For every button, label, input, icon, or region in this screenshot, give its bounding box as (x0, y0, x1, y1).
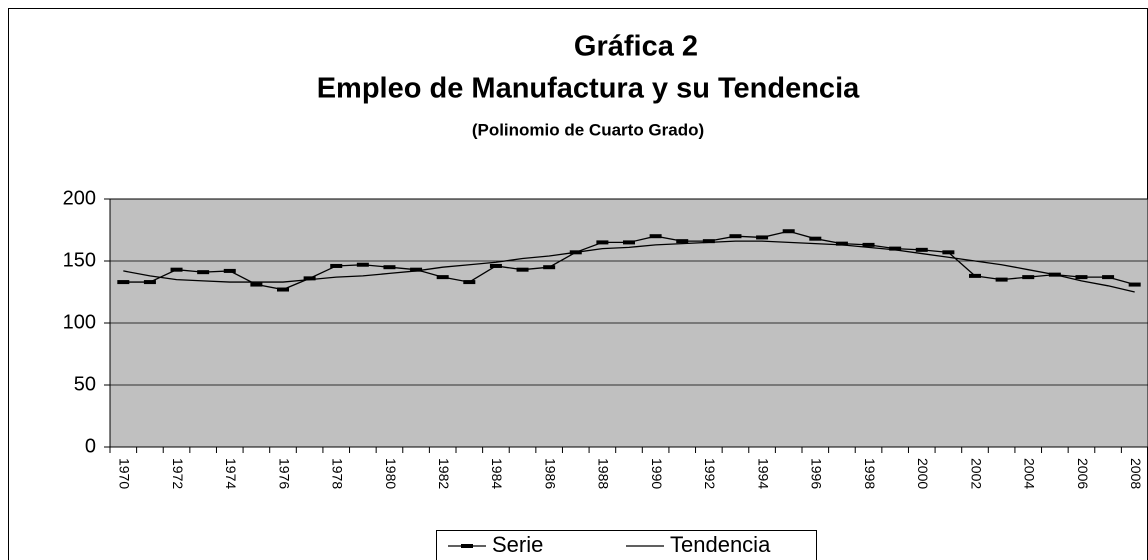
legend (436, 530, 817, 560)
x-tick-label: 1980 (383, 458, 399, 489)
x-tick-label: 1992 (702, 458, 718, 489)
y-tick-label: 0 (85, 435, 96, 457)
series-marker (596, 240, 609, 245)
series-marker (383, 265, 396, 270)
series-marker (1128, 282, 1141, 287)
series-marker (463, 280, 476, 285)
chart-title: Gráfica 2 (574, 31, 698, 63)
series-marker (330, 263, 343, 268)
series-marker (756, 235, 769, 240)
x-tick-label: 1982 (436, 458, 452, 489)
x-tick-label: 2008 (1128, 458, 1144, 489)
series-marker (835, 241, 848, 246)
legend-label: Serie (492, 532, 543, 557)
series-marker (649, 234, 662, 239)
series-marker (356, 262, 369, 267)
series-marker (676, 239, 689, 244)
x-tick-label: 1996 (809, 458, 825, 489)
series-marker (1102, 275, 1115, 280)
series-marker (250, 282, 263, 287)
series-marker (516, 267, 529, 272)
series-marker (809, 236, 822, 241)
x-tick-label: 1976 (276, 458, 292, 489)
x-tick-label: 1984 (489, 458, 505, 489)
series-marker (277, 287, 289, 292)
series-marker (782, 229, 795, 234)
x-tick-label: 1998 (862, 458, 878, 489)
series-marker (410, 267, 423, 272)
x-tick-label: 2002 (968, 458, 984, 489)
series-marker (969, 273, 981, 278)
x-tick-label: 2004 (1022, 458, 1038, 489)
series-marker (170, 267, 183, 272)
x-tick-label: 2000 (915, 458, 931, 489)
y-tick-label: 200 (63, 187, 96, 209)
series-marker (223, 268, 236, 273)
series-marker (436, 275, 449, 280)
series-marker (197, 270, 210, 275)
series-marker (489, 263, 502, 268)
series-marker (702, 239, 715, 244)
y-tick-label: 50 (74, 373, 96, 395)
x-tick-label: 2006 (1075, 458, 1091, 489)
legend-marker (461, 544, 473, 548)
series-marker (729, 234, 742, 239)
x-tick-label: 1978 (330, 458, 346, 489)
series-marker (117, 280, 130, 285)
series-marker (623, 240, 635, 245)
x-tick-label: 1970 (117, 458, 133, 489)
x-tick-label: 1974 (223, 458, 239, 489)
chart-title: Empleo de Manufactura y su Tendencia (317, 73, 860, 105)
series-marker (889, 246, 902, 251)
series-marker (1075, 275, 1088, 280)
series-line (123, 240, 1135, 293)
x-tick-label: 1990 (649, 458, 665, 489)
y-tick-label: 150 (63, 249, 96, 271)
series-marker (143, 280, 156, 285)
x-tick-label: 1972 (170, 458, 186, 489)
series-marker (915, 247, 928, 252)
chart-subtitle: (Polinomio de Cuarto Grado) (472, 120, 704, 139)
y-tick-label: 100 (63, 311, 96, 333)
series-marker (1022, 275, 1035, 280)
legend-label: Tendencia (670, 532, 771, 557)
series-marker (543, 265, 556, 270)
series-marker (862, 242, 875, 247)
series-marker (942, 250, 955, 255)
x-tick-label: 1986 (542, 458, 558, 489)
series-marker (303, 276, 316, 281)
x-tick-label: 1988 (596, 458, 612, 489)
x-tick-label: 1994 (755, 458, 771, 489)
series-marker (995, 277, 1008, 282)
